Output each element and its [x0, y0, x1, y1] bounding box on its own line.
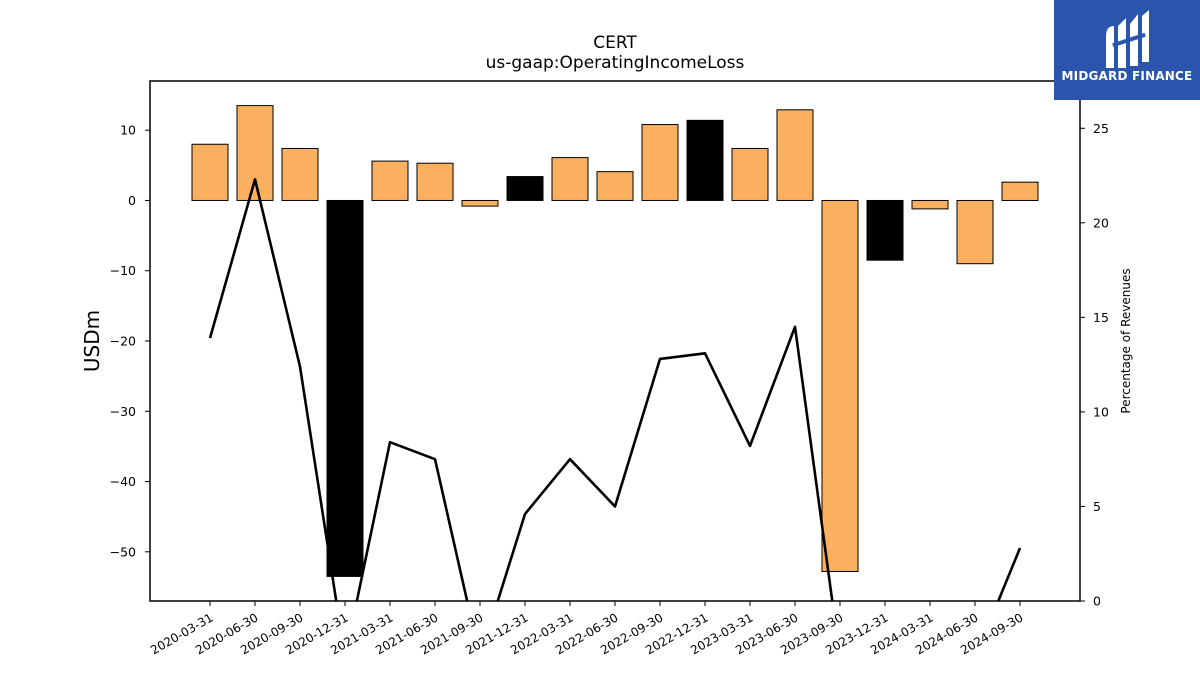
chart-subtitle: us-gaap:OperatingIncomeLoss [486, 53, 745, 73]
series-line [208, 178, 1022, 601]
y2-tick-label: 5 [1093, 499, 1101, 514]
bar [416, 162, 454, 201]
y2-tick-label: 25 [1093, 121, 1109, 136]
plot-area: 100−10−20−30−40−5025201510502020-03-3120… [110, 80, 1109, 657]
bar [191, 143, 229, 201]
y2-tick-label: 10 [1093, 404, 1109, 419]
bar [371, 160, 409, 201]
y2-tick-label: 0 [1093, 594, 1101, 609]
bar [551, 157, 589, 201]
bar [776, 109, 814, 201]
bar [326, 199, 364, 577]
y-tick-label: −20 [110, 334, 136, 349]
y-tick-label: −10 [110, 263, 136, 278]
y-tick-label: 10 [120, 123, 136, 138]
y2-tick-label: 20 [1093, 215, 1109, 230]
y-tick-label: −50 [110, 544, 136, 559]
y-tick-label: 0 [128, 193, 136, 208]
logo-mark-icon [1106, 10, 1149, 68]
y-tick-label: −30 [110, 404, 136, 419]
y-tick-label: −40 [110, 474, 136, 489]
bar [1001, 181, 1039, 201]
y2-tick-label: 15 [1093, 310, 1109, 325]
bar [641, 124, 679, 201]
bar [506, 176, 544, 201]
bar [731, 147, 769, 201]
y2-axis-label: Percentage of Revenues [1119, 268, 1133, 413]
bar [911, 199, 949, 210]
chart-title: CERT [593, 33, 637, 53]
bar [956, 199, 994, 265]
bar [461, 199, 499, 207]
logo: MIDGARD FINANCE [1054, 0, 1200, 100]
bar [686, 119, 724, 201]
bar [821, 199, 859, 572]
bar [236, 105, 274, 201]
logo-text: MIDGARD FINANCE [1061, 69, 1193, 83]
bar [596, 171, 634, 201]
y-axis-label: USDm [80, 310, 104, 372]
bar [281, 147, 319, 201]
bar [866, 199, 904, 261]
